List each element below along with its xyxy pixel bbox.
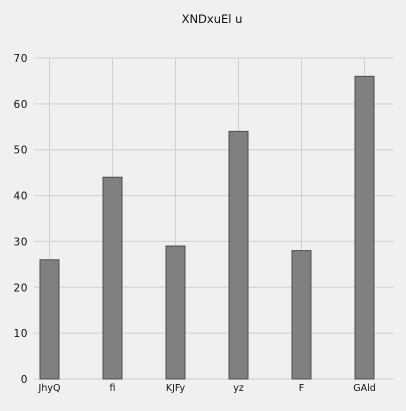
bar-kjfy bbox=[165, 245, 186, 380]
bar-f bbox=[291, 250, 312, 380]
x-tick-label: F bbox=[299, 383, 304, 394]
y-tick-label: 70 bbox=[13, 53, 28, 65]
y-tick-label: 0 bbox=[21, 374, 28, 386]
bar-fi bbox=[102, 176, 123, 380]
x-tick-label: fi bbox=[110, 383, 116, 394]
grid-lines bbox=[34, 57, 394, 380]
y-tick-label: 40 bbox=[13, 191, 28, 203]
y-tick-label: 50 bbox=[13, 145, 28, 157]
x-tick-label: GAld bbox=[353, 383, 376, 394]
bar-gald bbox=[354, 75, 375, 380]
x-axis-ticks: JhyQ fi KJFy yz F GAld bbox=[38, 383, 376, 394]
chart-title: XNDxuEl u bbox=[182, 12, 243, 26]
y-tick-label: 10 bbox=[13, 328, 28, 340]
y-tick-label: 30 bbox=[13, 236, 28, 248]
y-tick-label: 20 bbox=[13, 282, 28, 294]
x-tick-label: yz bbox=[233, 383, 244, 394]
bar-jhyq bbox=[39, 259, 60, 380]
bar-yz bbox=[228, 130, 249, 380]
y-axis-ticks: 0 10 20 30 40 50 60 70 bbox=[13, 53, 28, 386]
x-tick-label: KJFy bbox=[166, 383, 186, 394]
bars bbox=[39, 75, 375, 380]
y-tick-label: 60 bbox=[13, 99, 28, 111]
x-tick-label: JhyQ bbox=[38, 383, 61, 394]
